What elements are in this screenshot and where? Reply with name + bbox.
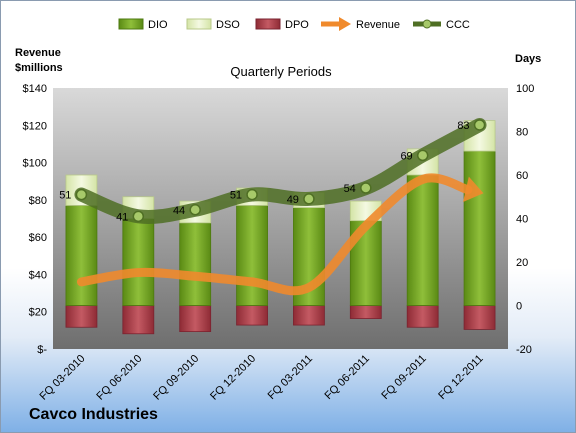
left-tick-label: $80 — [29, 195, 47, 207]
x-tick-label: FQ 12-2011 — [436, 353, 485, 402]
bar-dpo — [463, 305, 496, 330]
ccc-data-label: 51 — [230, 190, 242, 202]
right-tick-label: 100 — [516, 83, 534, 95]
legend-label-revenue: Revenue — [356, 19, 400, 31]
right-tick-label: 60 — [516, 170, 528, 182]
bar-dpo — [236, 305, 268, 326]
ccc-point — [416, 149, 429, 162]
bar-dpo — [122, 305, 155, 335]
right-tick-label: 40 — [516, 214, 528, 226]
ccc-data-label: 44 — [173, 205, 185, 217]
legend-swatch-ccc — [413, 19, 441, 29]
right-tick-label: 80 — [516, 127, 528, 139]
bar-dpo — [406, 305, 439, 328]
x-tick-label: FQ 06-2010 — [94, 353, 144, 403]
x-tick-label: FQ 06-2011 — [323, 353, 372, 402]
ccc-data-label: 83 — [457, 120, 469, 132]
right-axis-title: Days — [515, 53, 541, 65]
legend-label-dpo: DPO — [285, 19, 309, 31]
ccc-point — [189, 204, 201, 216]
legend-swatch-dpo — [255, 18, 281, 30]
ccc-data-label: 51 — [59, 190, 71, 202]
ccc-data-label: 41 — [116, 211, 128, 223]
legend-label-ccc: CCC — [446, 19, 470, 31]
bar-dpo — [349, 305, 382, 319]
left-axis-title-line2: $millions — [15, 62, 63, 74]
legend-swatch-dso — [186, 18, 212, 30]
bar-dpo — [65, 305, 98, 328]
bar-dio — [463, 150, 496, 306]
company-name: Cavco Industries — [29, 406, 158, 423]
ccc-point — [360, 182, 372, 194]
legend-swatch-revenue — [321, 17, 351, 31]
left-axis: $- $20 $40 $60 $80 $100 $120 $140 — [23, 83, 48, 356]
left-tick-label: $60 — [29, 232, 47, 244]
x-tick-label: FQ 03-2011 — [266, 353, 315, 402]
left-axis-title-line1: Revenue — [15, 47, 61, 59]
right-axis: -20 0 20 40 60 80 100 — [516, 83, 534, 356]
ccc-point — [75, 188, 88, 201]
x-axis: FQ 03-2010 FQ 06-2010 FQ 09-2010 FQ 12-2010… — [38, 353, 486, 403]
ccc-data-label: 69 — [400, 150, 412, 162]
ccc-point — [303, 193, 315, 205]
bar-dio — [236, 205, 268, 306]
x-tick-label: FQ 09-2011 — [379, 353, 428, 402]
ccc-point — [132, 210, 145, 223]
bar-dpo — [179, 305, 212, 333]
x-tick-label: FQ 03-2010 — [38, 353, 88, 403]
right-tick-label: 20 — [516, 257, 528, 269]
legend-label-dio: DIO — [148, 19, 168, 31]
bar-dio — [406, 174, 439, 306]
left-tick-label: $140 — [23, 83, 47, 95]
left-tick-label: $40 — [29, 269, 47, 281]
ccc-data-label: 49 — [287, 194, 299, 206]
bar-dpo — [293, 305, 325, 326]
revenue-arrowhead — [463, 176, 484, 202]
left-tick-label: $20 — [29, 307, 47, 319]
legend-label-dso: DSO — [216, 19, 240, 31]
right-tick-label: 0 — [516, 301, 522, 313]
left-tick-label: $100 — [23, 158, 47, 170]
ccc-point — [473, 119, 486, 131]
line-series: 51 41 44 51 49 54 69 83 — [59, 117, 487, 296]
x-tick-label: FQ 09-2010 — [151, 353, 201, 403]
ccc-data-label: 54 — [344, 183, 356, 195]
bar-dio — [65, 205, 98, 306]
left-tick-label: $120 — [23, 120, 47, 132]
legend-swatch-dio — [118, 18, 144, 30]
bar-dio — [179, 222, 212, 306]
chart-title: Quarterly Periods — [230, 64, 332, 79]
left-tick-label: $- — [37, 344, 47, 356]
ccc-point — [246, 188, 258, 201]
bar-dio — [122, 218, 155, 306]
right-tick-label: -20 — [516, 344, 532, 356]
legend: DIO DSO DPO Revenue CCC — [118, 17, 470, 31]
revenue-line — [76, 173, 473, 296]
x-tick-label: FQ 12-2010 — [208, 353, 258, 403]
